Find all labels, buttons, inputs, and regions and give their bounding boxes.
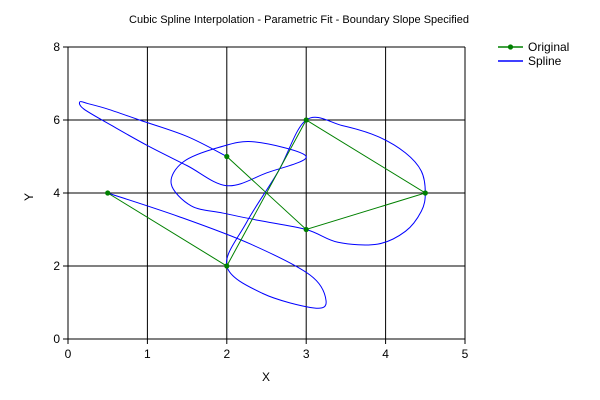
x-tick-label: 5 xyxy=(462,347,469,361)
legend-label: Original xyxy=(528,40,569,54)
series-layer xyxy=(78,100,428,309)
x-tick-label: 0 xyxy=(65,347,72,361)
plot-grid xyxy=(63,46,466,344)
original-series-line xyxy=(107,119,427,267)
x-tick-label: 3 xyxy=(303,347,310,361)
y-axis-label: Y xyxy=(22,193,36,201)
legend-marker xyxy=(507,44,514,50)
x-tick-label: 1 xyxy=(144,347,151,361)
x-tick-label: 2 xyxy=(223,347,230,361)
original-data-point xyxy=(303,226,309,233)
spline-series-line xyxy=(78,100,426,309)
x-tick-label: 4 xyxy=(382,347,389,361)
y-tick-label: 6 xyxy=(53,113,60,127)
original-data-point xyxy=(224,263,230,269)
y-tick-label: 0 xyxy=(53,332,60,346)
legend-label: Spline xyxy=(528,54,562,68)
original-data-point xyxy=(224,153,230,160)
original-data-point xyxy=(303,117,309,123)
y-tick-label: 8 xyxy=(53,40,60,54)
original-data-point xyxy=(422,190,428,196)
original-data-point xyxy=(105,190,111,196)
y-tick-label: 4 xyxy=(53,186,60,200)
axis-ticks: 0 1 2 3 4 5 0 2 4 6 8 xyxy=(53,40,468,361)
x-axis-label: X xyxy=(262,370,270,384)
chart-title: Cubic Spline Interpolation - Parametric … xyxy=(129,14,469,26)
y-tick-label: 2 xyxy=(53,259,60,273)
